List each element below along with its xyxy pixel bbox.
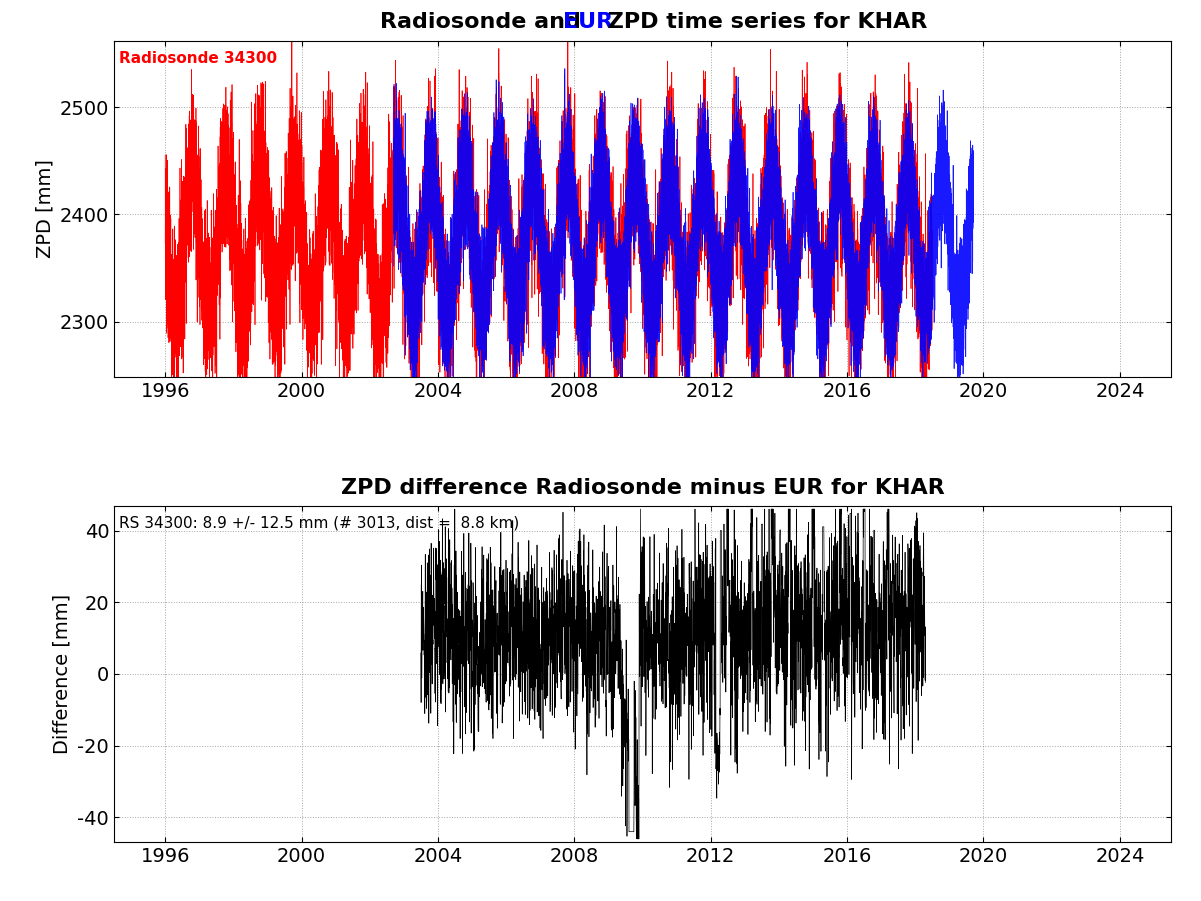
Y-axis label: Difference [mm]: Difference [mm] xyxy=(53,594,72,754)
Text: EUR: EUR xyxy=(563,12,614,32)
Title: ZPD difference Radiosonde minus EUR for KHAR: ZPD difference Radiosonde minus EUR for … xyxy=(341,478,944,498)
Text: Radiosonde and: Radiosonde and xyxy=(380,12,588,32)
Text: RS 34300: 8.9 +/- 12.5 mm (# 3013, dist =  8.8 km): RS 34300: 8.9 +/- 12.5 mm (# 3013, dist … xyxy=(119,515,520,531)
Text: ZPD time series for KHAR: ZPD time series for KHAR xyxy=(599,12,927,32)
Text: Radiosonde 34300: Radiosonde 34300 xyxy=(119,50,277,66)
Y-axis label: ZPD [mm]: ZPD [mm] xyxy=(35,159,54,259)
